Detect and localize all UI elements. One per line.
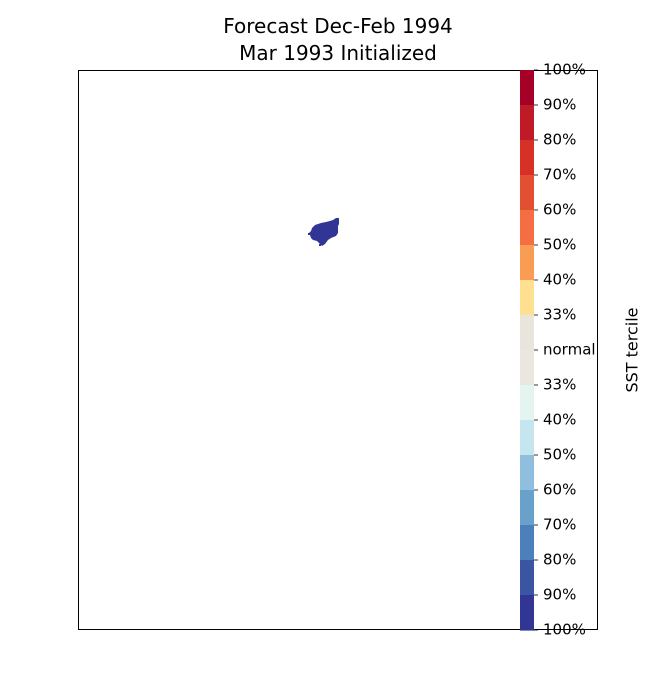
colorbar-tick-label: 33%: [543, 306, 576, 324]
colorbar-band: [520, 245, 534, 281]
colorbar-band: [520, 385, 534, 421]
colorbar: 100% 90% 80% 70% 60% 50% 40% 33% normal 33% 40% 50%…: [520, 61, 642, 639]
anomaly-patch: [309, 218, 339, 246]
colorbar-tick-label: 60%: [543, 481, 576, 499]
map-area: [78, 70, 598, 630]
colorbar-band: [520, 525, 534, 561]
colorbar-band: [520, 350, 534, 386]
colorbar-tick-label: 40%: [543, 271, 576, 289]
colorbar-tick-label: 80%: [543, 131, 576, 149]
colorbar-tick-label: 33%: [543, 376, 576, 394]
colorbar-tick-label: 90%: [543, 586, 576, 604]
colorbar-tick-label: 100%: [543, 61, 586, 79]
anomaly-pixel: [319, 244, 321, 246]
colorbar-tick-label: 70%: [543, 166, 576, 184]
colorbar-band: [520, 280, 534, 316]
chart-title-line-2: Mar 1993 Initialized: [239, 41, 437, 65]
colorbar-tick-label: 70%: [543, 516, 576, 534]
map-frame: [78, 70, 598, 630]
colorbar-tick-label: normal: [543, 341, 596, 359]
colorbar-tick-label: 50%: [543, 446, 576, 464]
colorbar-tick-label: 60%: [543, 201, 576, 219]
colorbar-band: [520, 560, 534, 596]
colorbar-band: [520, 210, 534, 246]
colorbar-band: [520, 175, 534, 211]
colorbar-band: [520, 420, 534, 456]
colorbar-band: [520, 105, 534, 141]
colorbar-band: [520, 595, 534, 631]
anomaly-pixel: [308, 233, 310, 235]
colorbar-band: [520, 315, 534, 351]
colorbar-label: SST tercile: [623, 307, 642, 392]
colorbar-tick-label: 80%: [543, 551, 576, 569]
colorbar-band: [520, 140, 534, 176]
colorbar-band: [520, 490, 534, 526]
chart-title-line-1: Forecast Dec-Feb 1994: [223, 14, 453, 38]
colorbar-tick-label: 50%: [543, 236, 576, 254]
colorbar-band: [520, 455, 534, 491]
colorbar-tick-label: 100%: [543, 621, 586, 639]
colorbar-tick-label: 90%: [543, 96, 576, 114]
colorbar-band: [520, 70, 534, 106]
colorbar-tick-label: 40%: [543, 411, 576, 429]
